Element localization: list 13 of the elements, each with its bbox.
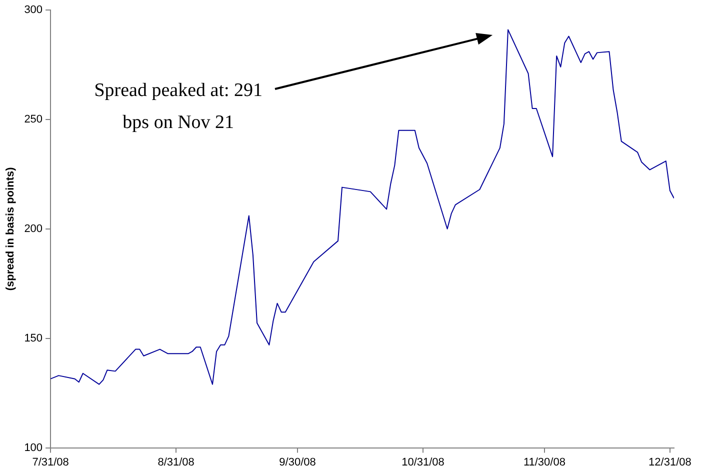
annotation: Spread peaked at: 291 bps on Nov 21 <box>94 80 263 133</box>
x-tick-label: 12/31/08 <box>648 456 692 468</box>
x-tick-label: 7/31/08 <box>32 456 69 468</box>
y-tick-label: 200 <box>24 222 43 235</box>
y-tick-label: 250 <box>24 113 43 126</box>
x-tick-label: 9/30/08 <box>279 456 316 468</box>
y-tick-label: 100 <box>24 442 43 454</box>
x-tick-label: 11/30/08 <box>523 456 566 468</box>
y-tick-label: 150 <box>24 332 43 344</box>
x-tick-label: 8/31/08 <box>158 456 194 468</box>
y-axis-title: (spread in basis points) <box>4 166 17 291</box>
y-tick-label: 300 <box>24 4 43 16</box>
x-tick-label: 10/31/08 <box>402 456 444 468</box>
